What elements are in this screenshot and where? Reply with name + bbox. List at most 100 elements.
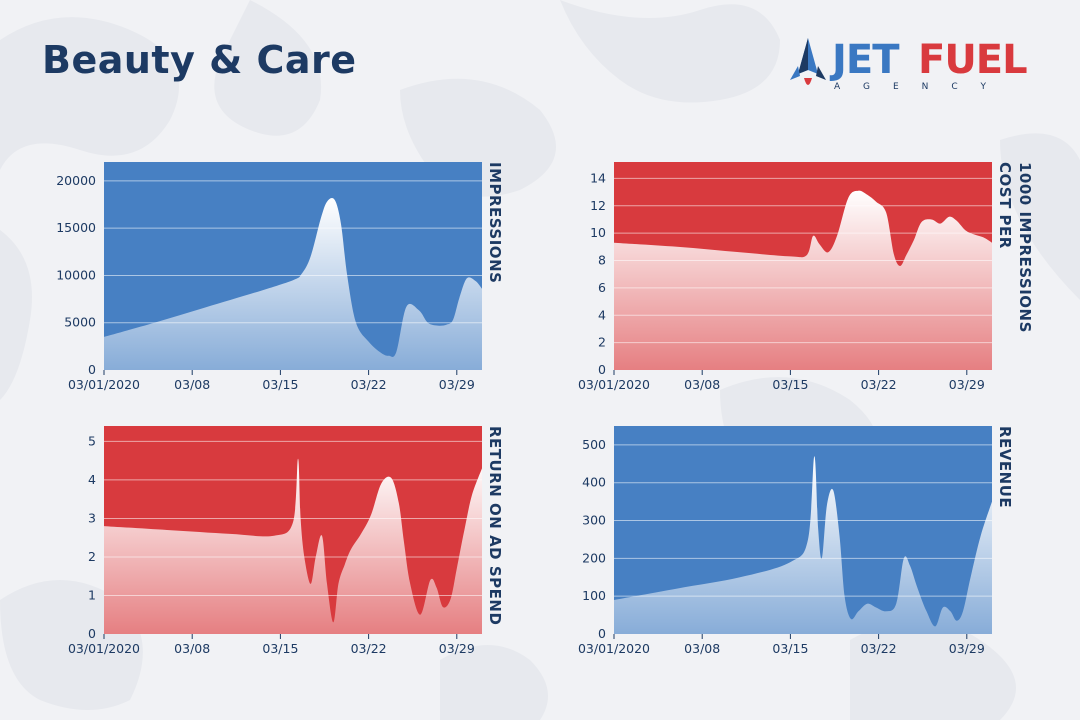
x-tick-label: 03/01/2020 bbox=[68, 377, 140, 392]
x-tick-label: 03/22 bbox=[861, 641, 897, 656]
data-point bbox=[418, 310, 419, 311]
data-point bbox=[347, 275, 348, 276]
data-point bbox=[913, 239, 914, 240]
data-point bbox=[828, 252, 829, 253]
y-tick-label: 8 bbox=[598, 253, 606, 268]
y-tick-label: 4 bbox=[598, 307, 606, 322]
data-point bbox=[844, 596, 845, 597]
data-point bbox=[450, 599, 451, 600]
data-point bbox=[326, 201, 327, 202]
data-point bbox=[297, 458, 298, 459]
rocket-icon bbox=[790, 38, 826, 85]
impressions-chart: 0 5000 10000 15000 20000 03/01/2020 03/08 03/15… bbox=[40, 158, 560, 408]
y-tick-label: 0 bbox=[88, 362, 96, 377]
data-point bbox=[459, 298, 460, 299]
y-tick-label: 20000 bbox=[56, 173, 96, 188]
data-point bbox=[446, 324, 447, 325]
data-point bbox=[229, 533, 230, 534]
return-on-ad-spend-area bbox=[104, 458, 482, 634]
y-tick-label: 300 bbox=[582, 513, 606, 528]
data-point bbox=[836, 235, 837, 236]
data-point bbox=[381, 352, 382, 353]
data-point bbox=[806, 255, 807, 256]
x-tick-label: 03/01/2020 bbox=[68, 641, 140, 656]
y-tick-label: 12 bbox=[590, 198, 606, 213]
data-point bbox=[917, 588, 918, 589]
data-point bbox=[371, 514, 372, 515]
data-point bbox=[858, 611, 859, 612]
data-point bbox=[103, 336, 104, 337]
data-point bbox=[876, 201, 877, 202]
data-point bbox=[368, 341, 369, 342]
chart-title: IMPRESSIONS bbox=[486, 162, 504, 283]
cost-per-1000-impressions-chart: 0 2 4 6 8 10 12 14 03/01/2020 03/08 03/15 03/22 03/2… bbox=[550, 158, 1070, 408]
data-point bbox=[304, 556, 305, 557]
data-point bbox=[899, 265, 900, 266]
data-point bbox=[790, 562, 791, 563]
y-tick-label: 2 bbox=[598, 335, 606, 350]
data-point bbox=[910, 565, 911, 566]
data-point bbox=[739, 252, 740, 253]
cost-per-1000-impressions-area bbox=[614, 190, 992, 370]
data-point bbox=[464, 529, 465, 530]
data-point bbox=[475, 281, 476, 282]
x-tick-label: 03/15 bbox=[772, 641, 808, 656]
data-point bbox=[739, 577, 740, 578]
y-tick-label: 2 bbox=[88, 549, 96, 564]
data-point bbox=[676, 588, 677, 589]
data-point bbox=[826, 505, 827, 506]
y-tick-label: 15000 bbox=[56, 220, 96, 235]
x-tick-label: 03/01/2020 bbox=[578, 641, 650, 656]
chart-title: REVENUE bbox=[996, 426, 1014, 508]
x-tick-label: 03/29 bbox=[949, 377, 985, 392]
data-point bbox=[274, 535, 275, 536]
data-point bbox=[360, 533, 361, 534]
data-point bbox=[326, 583, 327, 584]
x-tick-label: 03/29 bbox=[439, 641, 475, 656]
data-point bbox=[406, 306, 407, 307]
jetfuel-logo: JET FUEL AGENCY bbox=[788, 36, 1048, 100]
data-point bbox=[456, 568, 457, 569]
data-point bbox=[381, 483, 382, 484]
data-point bbox=[613, 242, 614, 243]
x-tick-label: 03/15 bbox=[772, 377, 808, 392]
data-point bbox=[821, 558, 822, 559]
data-point bbox=[466, 278, 467, 279]
y-tick-label: 0 bbox=[88, 626, 96, 641]
data-point bbox=[942, 607, 943, 608]
y-tick-label: 500 bbox=[582, 437, 606, 452]
data-point bbox=[338, 583, 339, 584]
impressions-svg: 0 5000 10000 15000 20000 03/01/2020 03/08 03/15… bbox=[56, 162, 504, 392]
data-point bbox=[974, 234, 975, 235]
data-point bbox=[814, 456, 815, 457]
data-point bbox=[850, 618, 851, 619]
data-point bbox=[340, 223, 341, 224]
data-point bbox=[833, 490, 834, 491]
y-tick-label: 4 bbox=[88, 472, 96, 487]
data-point bbox=[876, 607, 877, 608]
x-tick-label: 03/01/2020 bbox=[578, 377, 650, 392]
data-point bbox=[970, 577, 971, 578]
data-point bbox=[813, 235, 814, 236]
data-point bbox=[396, 351, 397, 352]
data-point bbox=[471, 495, 472, 496]
y-tick-label: 14 bbox=[590, 170, 606, 185]
chart-title: COST PER bbox=[996, 162, 1014, 249]
data-point bbox=[166, 529, 167, 530]
impressions-area bbox=[104, 197, 482, 370]
x-tick-label: 03/15 bbox=[262, 377, 298, 392]
data-point bbox=[388, 355, 389, 356]
data-point bbox=[321, 535, 322, 536]
data-point bbox=[355, 322, 356, 323]
return-on-ad-spend-svg: 0 1 2 3 4 5 03/01/2020 03/08 03/15 03/22 03/29 RETU… bbox=[68, 426, 504, 656]
logo-text-fuel: FUEL bbox=[918, 37, 1028, 83]
revenue-area bbox=[614, 456, 992, 634]
data-point bbox=[950, 611, 951, 612]
data-point bbox=[962, 611, 963, 612]
logo-text-jet: JET bbox=[832, 37, 899, 83]
data-point bbox=[436, 587, 437, 588]
data-point bbox=[886, 611, 887, 612]
x-tick-label: 03/29 bbox=[949, 641, 985, 656]
data-point bbox=[437, 325, 438, 326]
data-point bbox=[807, 539, 808, 540]
